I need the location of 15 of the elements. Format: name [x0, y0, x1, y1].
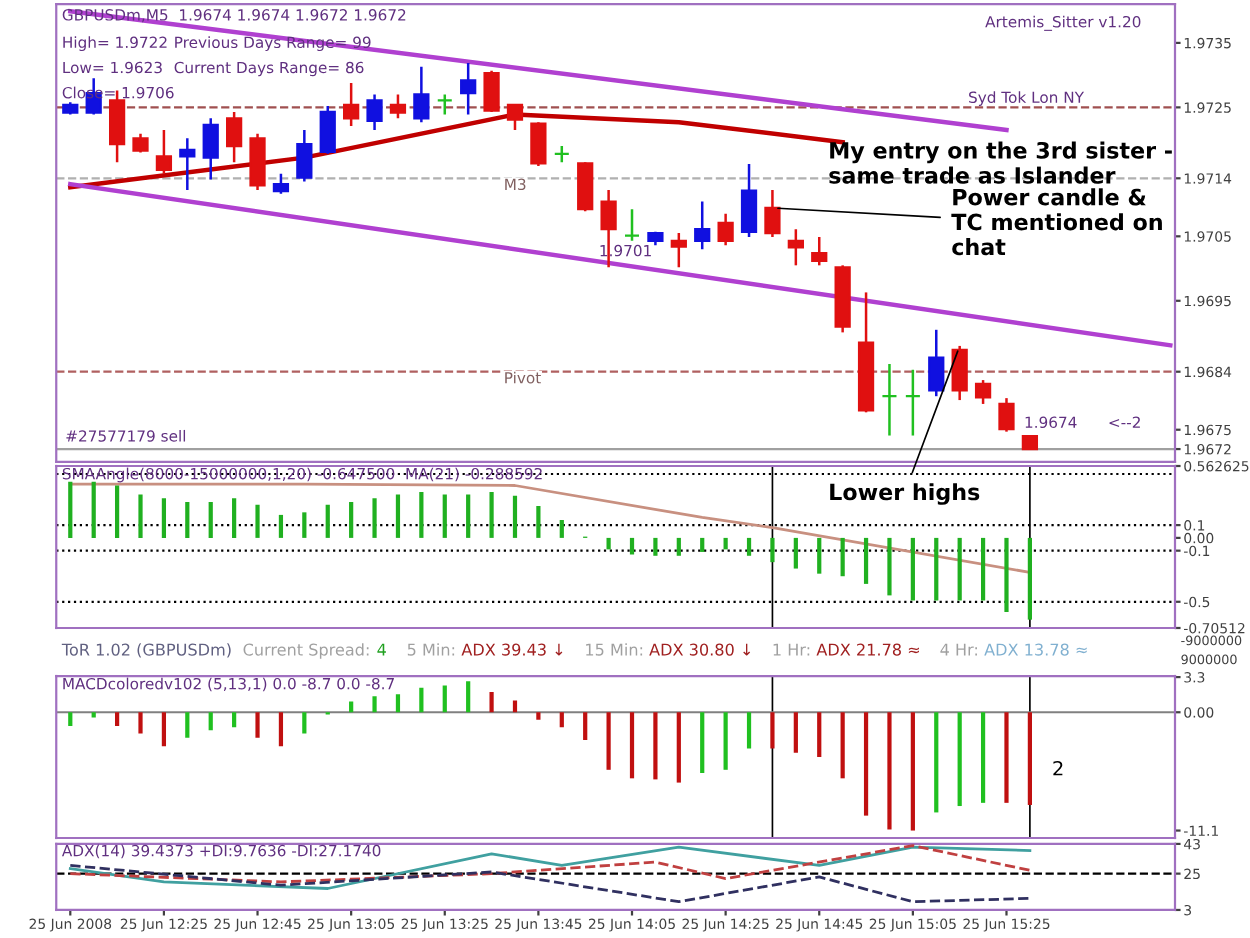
text: ADX 13.78 ≈	[984, 643, 1087, 656]
text: ADX 39.43 ↓	[461, 643, 563, 656]
annotation: My entry on the 3rd sister - same trade as Islander	[829, 141, 1172, 184]
text: 4	[377, 643, 386, 656]
annotation: Power candle & TC mentioned on chat	[951, 188, 1162, 256]
text: 1 Hr:	[773, 643, 810, 656]
text: 4 Hr:	[940, 643, 977, 656]
text: ADX 21.78 ≈	[816, 643, 919, 656]
text: 15 Min:	[586, 643, 643, 656]
text: 5 Min:	[407, 643, 455, 656]
text: ToR 1.02 (GBPUSDm)	[61, 643, 231, 658]
text: Current Spread:	[243, 643, 369, 659]
annotation: 2	[1053, 760, 1063, 776]
annotation: Lower highs	[830, 483, 980, 505]
text: ADX 30.80 ↓	[649, 643, 751, 656]
